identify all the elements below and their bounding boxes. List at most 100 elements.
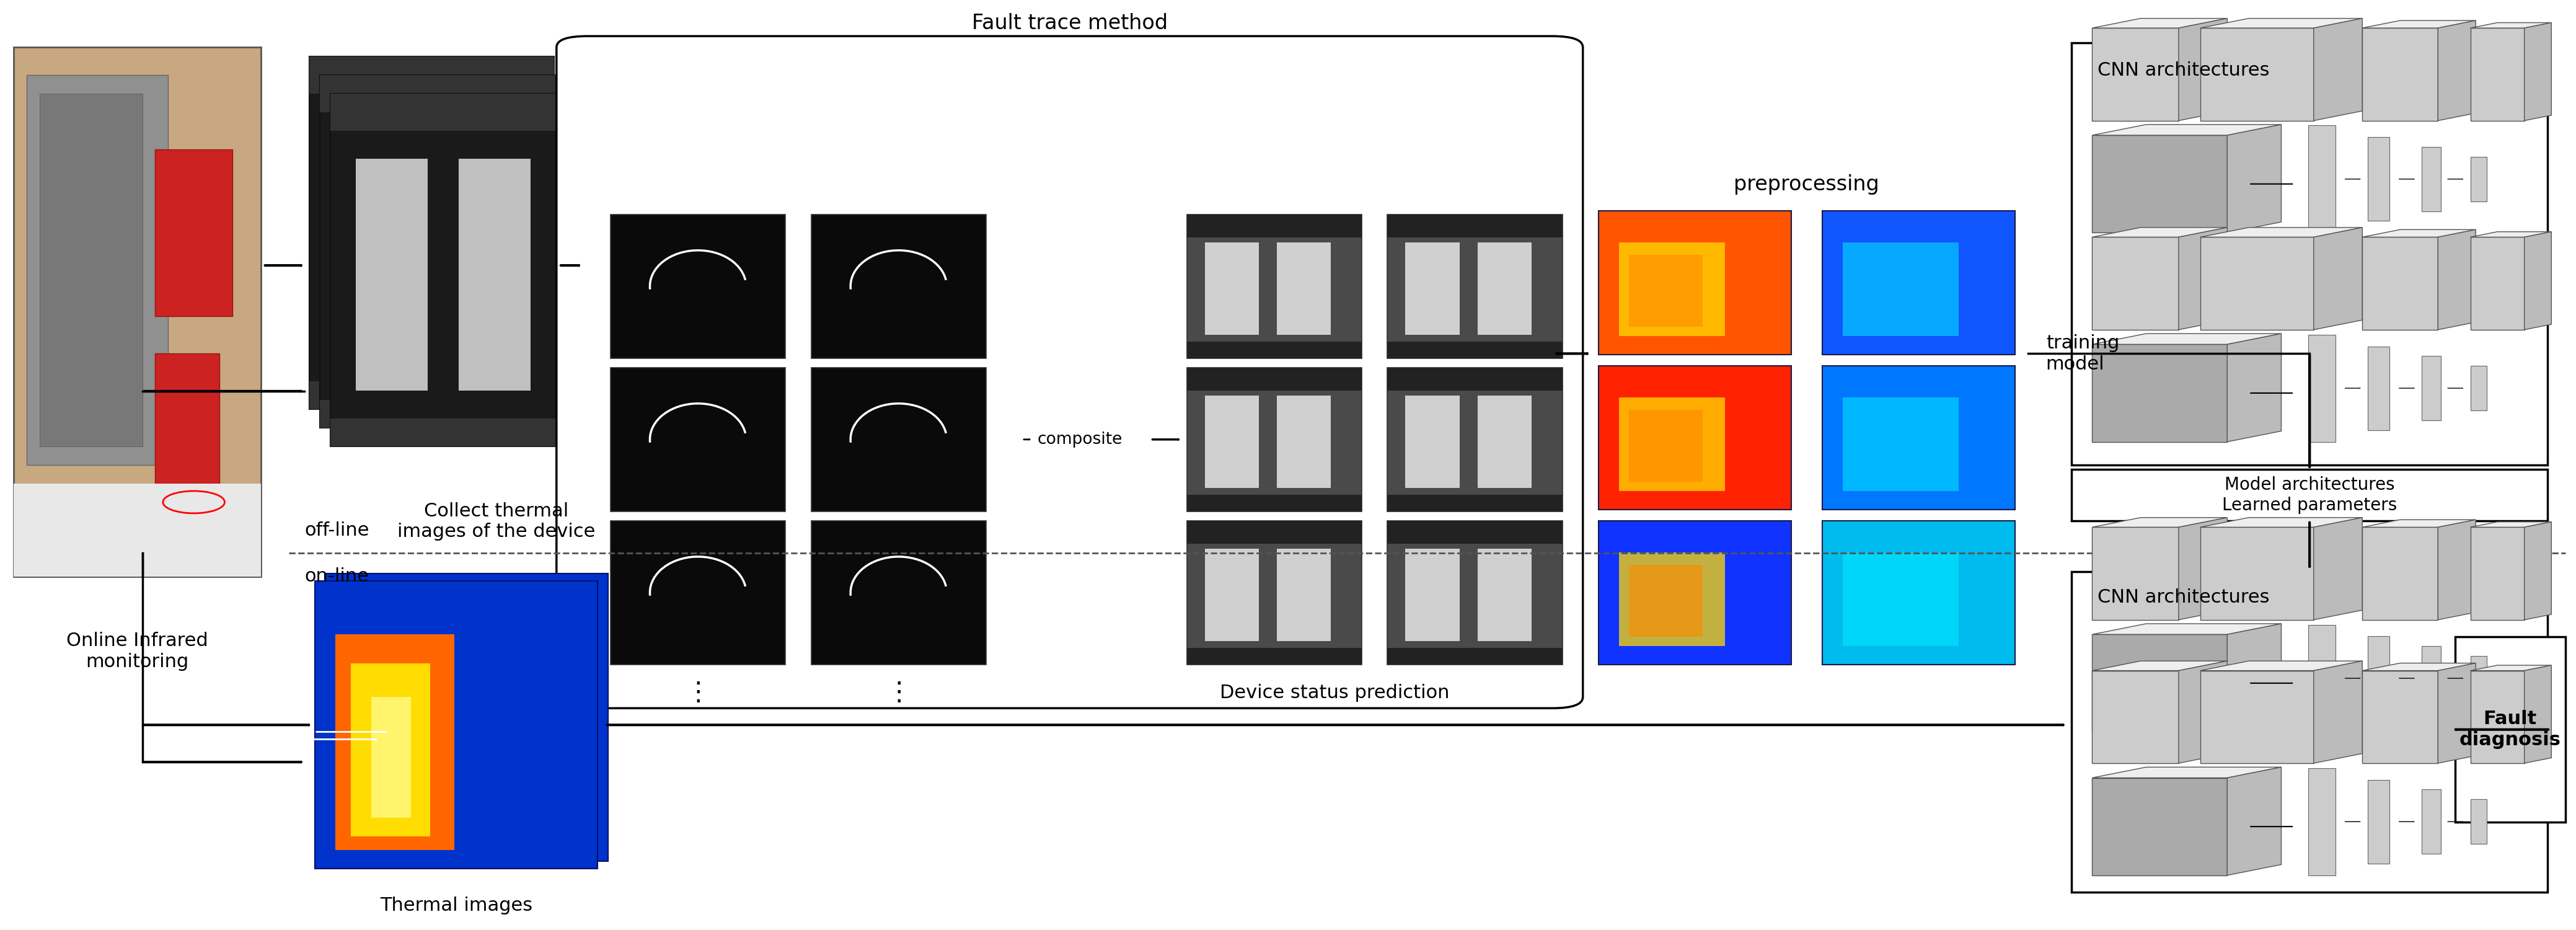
Polygon shape xyxy=(2362,663,2476,671)
Polygon shape xyxy=(2362,230,2476,237)
Bar xyxy=(1388,367,1561,512)
Text: training
model: training model xyxy=(2045,334,2120,373)
Polygon shape xyxy=(2313,228,2362,330)
Polygon shape xyxy=(2470,522,2550,527)
Text: Fault
diagnosis: Fault diagnosis xyxy=(2460,711,2561,749)
Text: on-line: on-line xyxy=(304,567,368,585)
Polygon shape xyxy=(2362,527,2437,619)
Polygon shape xyxy=(2313,19,2362,121)
Bar xyxy=(1188,521,1363,665)
Bar xyxy=(2308,126,2336,232)
Bar xyxy=(314,581,598,869)
Polygon shape xyxy=(2200,527,2313,619)
Polygon shape xyxy=(2092,28,2179,121)
Polygon shape xyxy=(2179,228,2228,330)
Polygon shape xyxy=(2524,22,2550,121)
Bar xyxy=(1388,648,1561,665)
Bar xyxy=(1479,395,1530,488)
Bar xyxy=(355,159,428,391)
Bar xyxy=(1188,367,1363,391)
Bar xyxy=(2421,356,2439,420)
Bar xyxy=(1188,521,1363,544)
Bar xyxy=(2470,799,2486,844)
Text: Fault trace method: Fault trace method xyxy=(971,13,1167,33)
Bar xyxy=(2455,637,2566,822)
Polygon shape xyxy=(2092,518,2228,527)
Bar xyxy=(39,94,142,446)
Bar xyxy=(350,664,430,836)
Polygon shape xyxy=(2313,661,2362,764)
Polygon shape xyxy=(2092,19,2228,28)
Bar xyxy=(330,94,574,131)
Bar xyxy=(309,381,554,409)
Bar xyxy=(1597,365,1790,510)
Bar xyxy=(1188,648,1363,665)
Bar xyxy=(1628,410,1703,482)
Bar xyxy=(1388,215,1561,237)
Polygon shape xyxy=(2362,28,2437,121)
Bar xyxy=(155,353,219,484)
Polygon shape xyxy=(2437,230,2476,330)
Bar xyxy=(319,75,564,113)
Bar xyxy=(2367,779,2391,864)
FancyBboxPatch shape xyxy=(556,36,1582,709)
Polygon shape xyxy=(2470,527,2524,619)
Bar xyxy=(1206,242,1260,335)
Bar xyxy=(1597,521,1790,665)
Polygon shape xyxy=(2200,228,2362,237)
Text: Online Infrared
monitoring: Online Infrared monitoring xyxy=(67,632,209,671)
Polygon shape xyxy=(2470,665,2550,671)
Bar xyxy=(1278,395,1332,488)
Text: Collect thermal
images of the device: Collect thermal images of the device xyxy=(397,502,595,541)
Bar xyxy=(2367,346,2391,430)
Bar xyxy=(319,400,564,428)
Bar xyxy=(1188,367,1363,512)
Polygon shape xyxy=(2228,624,2282,732)
Text: Model architectures
Learned parameters: Model architectures Learned parameters xyxy=(2223,476,2398,514)
Bar xyxy=(2367,138,2391,221)
Bar xyxy=(1628,565,1703,637)
Bar xyxy=(1597,211,1790,354)
Text: ⋮: ⋮ xyxy=(886,680,912,706)
Bar xyxy=(26,75,167,465)
Bar xyxy=(345,140,417,372)
Bar xyxy=(611,521,786,665)
Text: CNN architectures: CNN architectures xyxy=(2097,61,2269,79)
Bar xyxy=(1406,395,1461,488)
Bar xyxy=(330,418,574,446)
Bar xyxy=(1188,215,1363,358)
Bar xyxy=(1618,552,1726,646)
Polygon shape xyxy=(2362,520,2476,527)
Bar xyxy=(2071,43,2548,465)
Polygon shape xyxy=(2092,777,2228,875)
Bar xyxy=(2421,646,2439,711)
Bar xyxy=(1842,397,1958,491)
Bar xyxy=(1388,495,1561,512)
Polygon shape xyxy=(2092,624,2282,634)
Bar xyxy=(13,484,260,577)
Polygon shape xyxy=(2092,767,2282,777)
Polygon shape xyxy=(2092,125,2282,135)
Bar xyxy=(1188,341,1363,358)
Polygon shape xyxy=(2362,20,2476,28)
Bar xyxy=(1278,549,1332,642)
Bar xyxy=(1388,215,1561,358)
Polygon shape xyxy=(2228,334,2282,442)
Text: CNN architectures: CNN architectures xyxy=(2097,589,2269,606)
Polygon shape xyxy=(2200,19,2362,28)
Polygon shape xyxy=(2470,237,2524,330)
Bar xyxy=(330,94,574,446)
Bar xyxy=(611,367,786,512)
Bar xyxy=(2308,625,2336,732)
Polygon shape xyxy=(2524,232,2550,330)
Polygon shape xyxy=(2524,522,2550,619)
Polygon shape xyxy=(2092,661,2228,671)
Text: off-line: off-line xyxy=(304,522,368,539)
Bar xyxy=(1388,521,1561,665)
Bar xyxy=(2367,636,2391,720)
Bar xyxy=(1388,521,1561,544)
Polygon shape xyxy=(2200,237,2313,330)
Bar xyxy=(1188,495,1363,512)
Bar xyxy=(335,634,453,850)
Polygon shape xyxy=(2092,237,2179,330)
